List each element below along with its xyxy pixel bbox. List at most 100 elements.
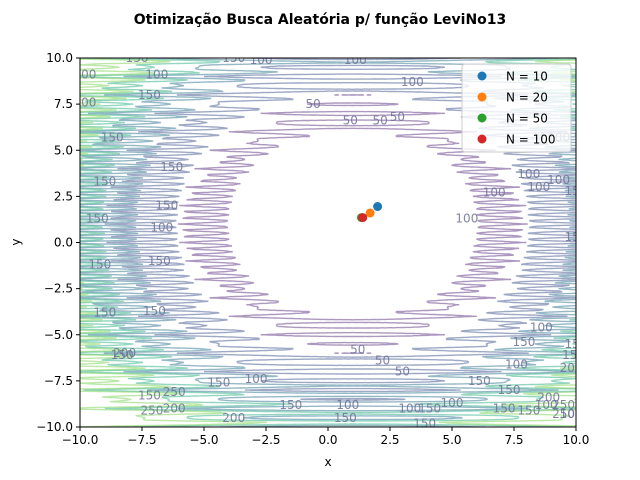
x-tick-label: −2.5: [251, 433, 280, 447]
contour-label: 150: [148, 254, 171, 268]
contour-label: 150: [512, 335, 535, 349]
legend-marker-series-3: [477, 113, 487, 123]
contour-label: 150: [334, 411, 357, 425]
legend-label-series-3: N = 50: [506, 112, 548, 126]
contour-label: 100: [150, 221, 173, 235]
y-axis: −10.0 −7.5 −5.0 −2.5 0.0 2.5 5.0 7.5 10.0: [36, 51, 80, 434]
contour-label: 200: [74, 68, 97, 82]
contour-label: 100: [505, 357, 528, 371]
contour-label: 150: [111, 348, 134, 362]
contour-label: 150: [138, 88, 161, 102]
contour-label: 50: [372, 114, 387, 128]
y-tick-label: 0.0: [54, 236, 73, 250]
x-tick-label: −7.5: [127, 433, 156, 447]
x-tick-label: −5.0: [189, 433, 218, 447]
contour-label: 150: [101, 130, 124, 144]
contour-label: 100: [455, 212, 478, 226]
x-axis: −10.0 −7.5 −5.0 −2.5 0.0 2.5 5.0 7.5 10.0: [62, 427, 590, 447]
contour-label: 50: [390, 110, 405, 124]
contour-label: 100: [344, 53, 367, 67]
contour-label: 100: [527, 180, 550, 194]
contour-label: 250: [552, 407, 575, 421]
contour-label: 150: [279, 398, 302, 412]
contour-label: 150: [155, 199, 178, 213]
contour-label: 100: [401, 75, 424, 89]
contour-label: 100: [336, 398, 359, 412]
legend-label-series-1: N = 10: [506, 70, 548, 84]
x-tick-label: 2.5: [380, 433, 399, 447]
contour-label: 150: [88, 258, 111, 272]
legend-label-series-4: N = 100: [506, 133, 556, 147]
legend: N = 10 N = 20 N = 50 N = 100: [461, 63, 572, 153]
contour-label: 100: [483, 186, 506, 200]
contour-label: 100: [547, 173, 570, 187]
contour-label: 50: [343, 114, 358, 128]
contour-label: 150: [93, 306, 116, 320]
contour-label: 200: [74, 95, 97, 109]
contour-label: 150: [138, 389, 161, 403]
point-series-1: [373, 202, 383, 212]
contour-label: 50: [375, 354, 390, 368]
legend-marker-series-2: [477, 92, 487, 102]
contour-level-100: [104, 58, 576, 401]
legend-marker-series-4: [477, 134, 487, 144]
contour-label: 100: [250, 53, 273, 67]
contour-label: 150: [418, 402, 441, 416]
contour-label: 150: [517, 403, 540, 417]
contour-label: 100: [145, 68, 168, 82]
contour-label: 150: [222, 51, 245, 65]
contour-label: 200: [537, 390, 560, 404]
contour-label: 100: [530, 320, 553, 334]
contour-label: 200: [222, 411, 245, 425]
contour-label: 50: [305, 97, 320, 111]
data-points: [356, 202, 383, 223]
contour-label: 150: [93, 175, 116, 189]
contour-label: 150: [126, 51, 149, 65]
x-tick-label: 7.5: [504, 433, 523, 447]
contour-label: 150: [207, 376, 230, 390]
y-tick-label: −10.0: [36, 420, 73, 434]
contour-label: 200: [560, 361, 583, 375]
y-tick-label: −2.5: [44, 282, 73, 296]
contour-label: 100: [398, 402, 421, 416]
contour-label: 250: [163, 385, 186, 399]
contour-label: 150: [86, 212, 109, 226]
y-tick-label: 5.0: [54, 143, 73, 157]
x-axis-label: x: [324, 455, 331, 469]
x-tick-label: 10.0: [563, 433, 590, 447]
contour-label: 200: [113, 346, 136, 360]
contour-label: 150: [498, 383, 521, 397]
y-tick-label: 7.5: [54, 97, 73, 111]
legend-label-series-2: N = 20: [506, 91, 548, 105]
y-tick-label: 2.5: [54, 189, 73, 203]
contour-level-50: [177, 94, 529, 354]
contour-label: 200: [163, 402, 186, 416]
contour-label: 150: [565, 230, 588, 244]
contour-label: 100: [560, 407, 583, 421]
contour-label: 100: [441, 396, 464, 410]
contour-label: 150: [468, 374, 491, 388]
point-series-2: [365, 208, 375, 218]
contour-label: 100: [535, 398, 558, 412]
x-tick-label: 5.0: [442, 433, 461, 447]
contour-label: 50: [350, 343, 365, 357]
chart-title: Otimização Busca Aleatória p/ função Lev…: [134, 12, 507, 28]
contour-label: 150: [565, 337, 588, 351]
x-tick-label: −10.0: [62, 433, 99, 447]
contour-label: 150: [493, 402, 516, 416]
contour-label: 50: [395, 365, 410, 379]
contour-label: 150: [413, 416, 436, 430]
x-tick-label: 0.0: [318, 433, 337, 447]
y-tick-label: 10.0: [46, 51, 73, 65]
y-tick-label: −5.0: [44, 328, 73, 342]
contour-label: 150: [565, 184, 588, 198]
legend-marker-series-1: [477, 71, 487, 81]
y-tick-label: −7.5: [44, 374, 73, 388]
legend-box: [461, 63, 572, 153]
contour-label: 250: [552, 398, 575, 412]
contour-label: 150: [143, 304, 166, 318]
contour-label: 100: [517, 167, 540, 181]
contour-label: 250: [140, 403, 163, 417]
